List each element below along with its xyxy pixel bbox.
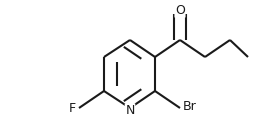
Text: O: O bbox=[175, 4, 185, 17]
Text: Br: Br bbox=[183, 99, 197, 112]
Text: Br: Br bbox=[183, 99, 197, 112]
Text: N: N bbox=[125, 104, 135, 117]
Text: O: O bbox=[175, 4, 185, 17]
Text: N: N bbox=[125, 104, 135, 117]
Text: F: F bbox=[69, 102, 76, 115]
Text: F: F bbox=[69, 102, 76, 115]
